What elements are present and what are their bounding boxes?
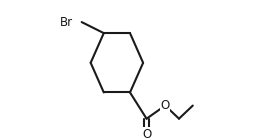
Text: Br: Br [60, 16, 73, 29]
Text: O: O [161, 99, 170, 112]
Text: O: O [142, 128, 151, 138]
